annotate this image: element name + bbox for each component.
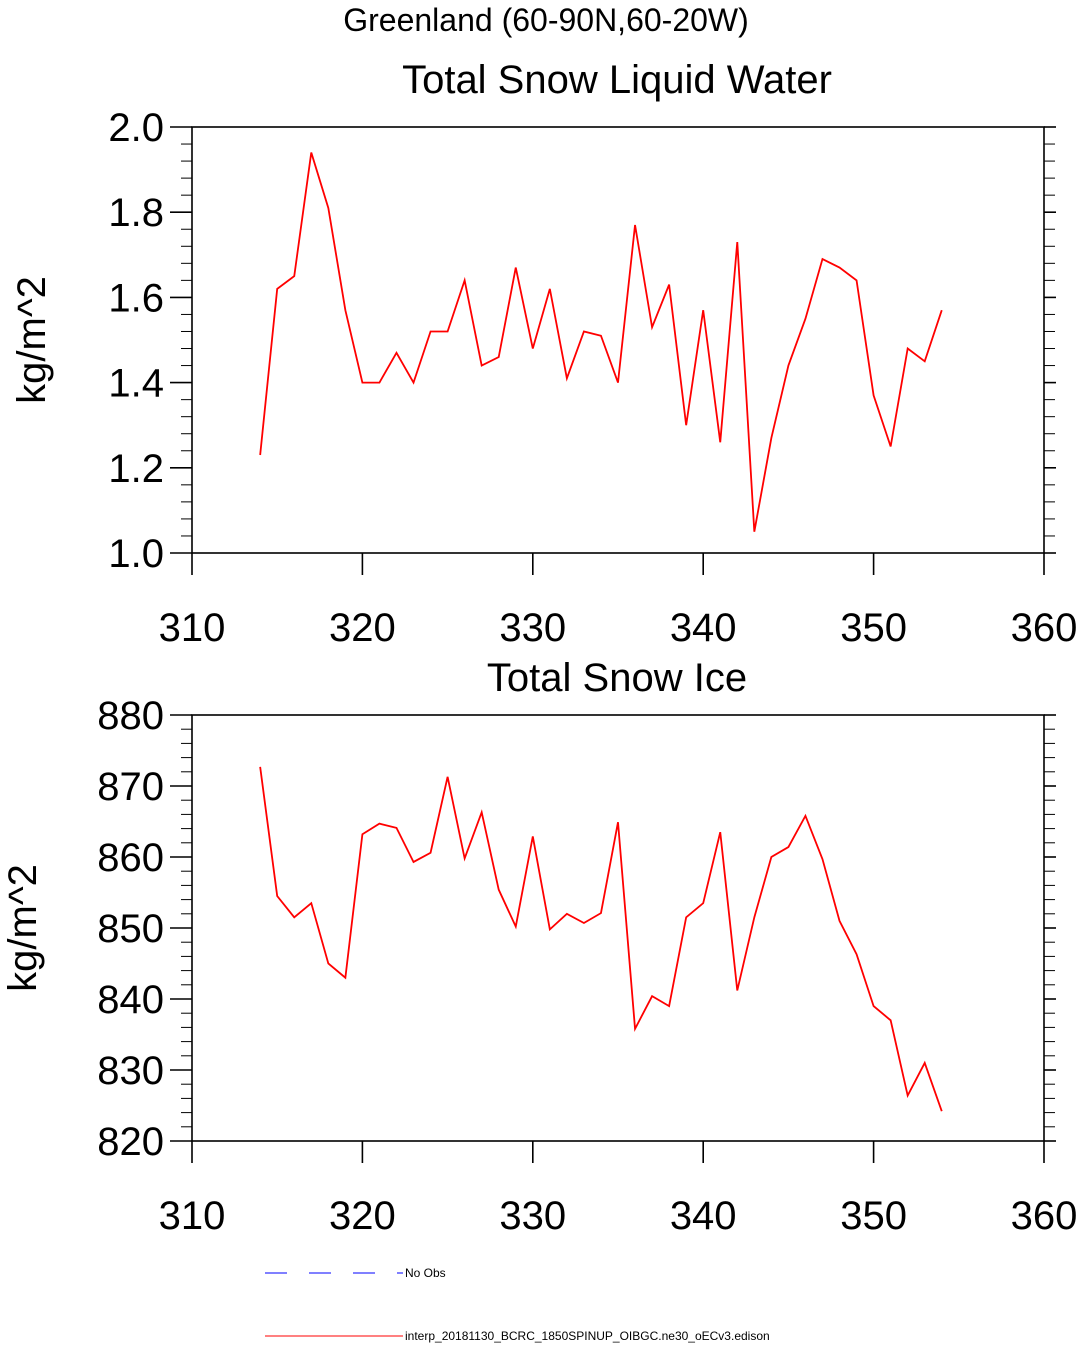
y-tick-label: 1.2 bbox=[108, 447, 164, 491]
x-tick-label: 360 bbox=[1011, 1194, 1078, 1238]
y-tick-label: 1.6 bbox=[108, 276, 164, 320]
plot-frame bbox=[191, 126, 1045, 554]
y-axis-label: kg/m^2 bbox=[10, 276, 54, 404]
x-tick-label: 330 bbox=[499, 606, 566, 650]
panel-snow-ice: Total Snow Ice kg/m^2 310 320 330 340 350 360… bbox=[1, 656, 1077, 1238]
panel-title: Total Snow Ice bbox=[487, 656, 747, 700]
x-tick-label: 320 bbox=[329, 606, 396, 650]
legend-label-no-obs: No Obs bbox=[405, 1266, 446, 1280]
x-tick-label: 340 bbox=[670, 606, 737, 650]
y-tick-label: 870 bbox=[97, 765, 164, 809]
y-tick-label: 850 bbox=[97, 907, 164, 951]
x-tick-label: 350 bbox=[840, 606, 907, 650]
y-tick-label: 1.0 bbox=[108, 532, 164, 576]
y-tick-label: 2.0 bbox=[108, 106, 164, 150]
x-tick-label: 310 bbox=[159, 1194, 226, 1238]
y-tick-label: 830 bbox=[97, 1049, 164, 1093]
series-line bbox=[259, 152, 943, 532]
y-tick-label: 1.4 bbox=[108, 362, 164, 406]
y-tick-label: 1.8 bbox=[108, 191, 164, 235]
x-tick-label: 310 bbox=[159, 606, 226, 650]
y-tick-label: 880 bbox=[97, 694, 164, 738]
figure-supertitle: Greenland (60-90N,60-20W) bbox=[343, 2, 749, 38]
panel-snow-liquid-water: Total Snow Liquid Water kg/m^2 310 320 330… bbox=[10, 58, 1077, 650]
panel-title: Total Snow Liquid Water bbox=[402, 58, 832, 102]
x-tick-label: 360 bbox=[1011, 606, 1078, 650]
y-axis-label: kg/m^2 bbox=[1, 864, 45, 992]
x-tick-label: 320 bbox=[329, 1194, 396, 1238]
plot-frame bbox=[191, 714, 1045, 1142]
legend: No Obs interp_20181130_BCRC_1850SPINUP_O… bbox=[265, 1266, 770, 1343]
legend-label-model: interp_20181130_BCRC_1850SPINUP_OIBGC.ne… bbox=[405, 1329, 770, 1343]
y-tick-label: 860 bbox=[97, 836, 164, 880]
x-tick-label: 330 bbox=[499, 1194, 566, 1238]
x-tick-label: 350 bbox=[840, 1194, 907, 1238]
series-line bbox=[259, 766, 943, 1112]
y-tick-label: 820 bbox=[97, 1120, 164, 1164]
x-tick-label: 340 bbox=[670, 1194, 737, 1238]
y-tick-label: 840 bbox=[97, 978, 164, 1022]
